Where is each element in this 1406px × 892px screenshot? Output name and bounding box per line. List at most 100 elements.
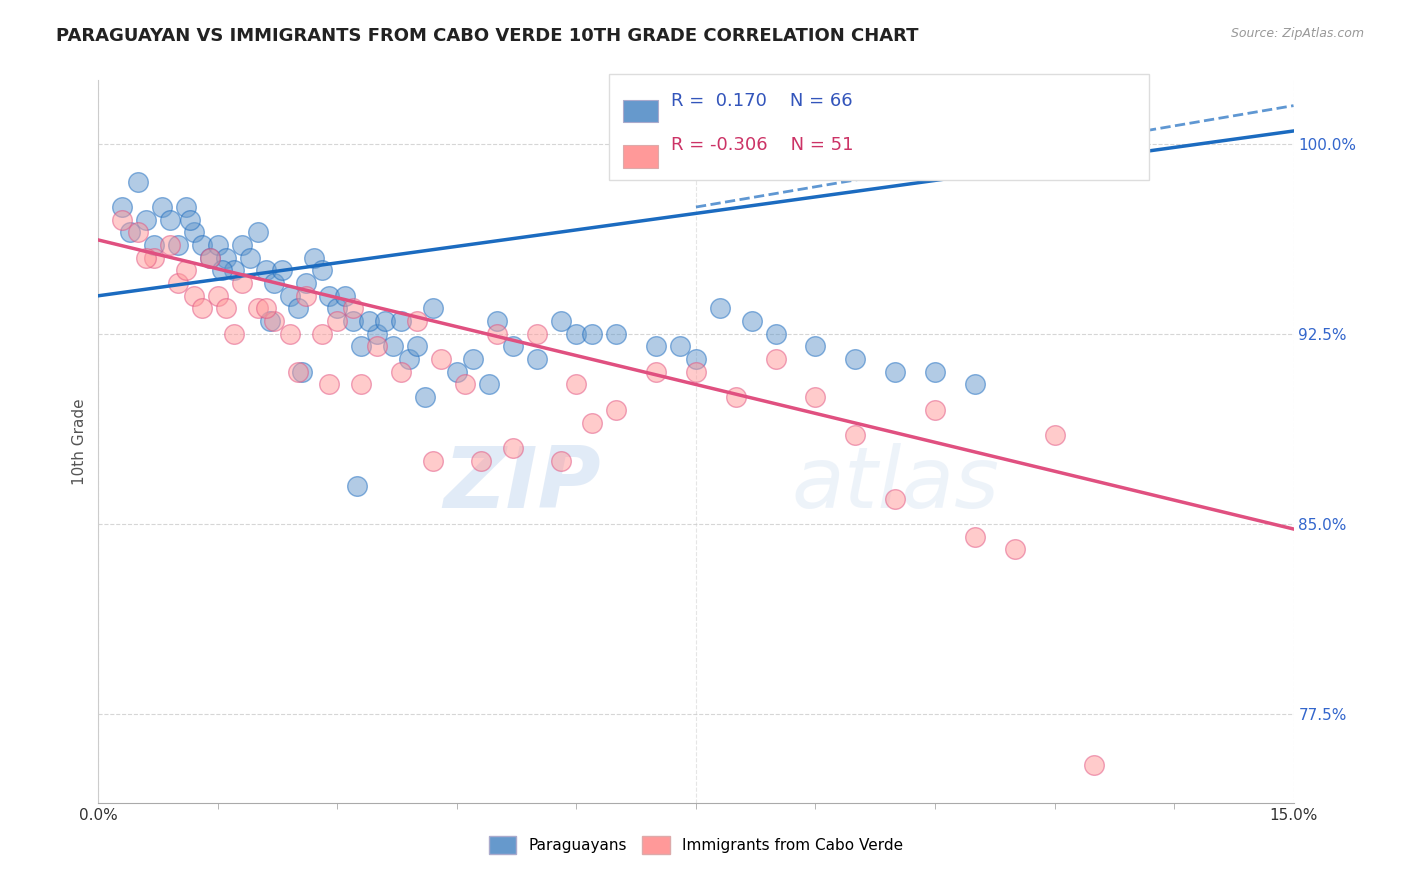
Point	[287, 301, 309, 316]
Point	[924, 365, 946, 379]
Point	[198, 251, 221, 265]
Point	[470, 453, 492, 467]
Point	[565, 377, 588, 392]
Point	[526, 326, 548, 341]
Point	[198, 251, 221, 265]
Point	[111, 200, 134, 214]
Point	[550, 314, 572, 328]
Point	[645, 365, 668, 379]
Point	[581, 416, 603, 430]
Point	[270, 263, 292, 277]
Point	[191, 238, 214, 252]
Point	[143, 251, 166, 265]
Point	[159, 212, 181, 227]
Point	[294, 276, 316, 290]
Point	[239, 251, 262, 265]
Point	[167, 276, 190, 290]
Point	[963, 530, 986, 544]
Text: PARAGUAYAN VS IMMIGRANTS FROM CABO VERDE 10TH GRADE CORRELATION CHART: PARAGUAYAN VS IMMIGRANTS FROM CABO VERDE…	[56, 27, 918, 45]
Point	[724, 390, 747, 404]
Point	[135, 212, 157, 227]
Point	[222, 326, 245, 341]
Point	[765, 352, 787, 367]
Text: atlas: atlas	[792, 443, 1000, 526]
Point	[278, 326, 301, 341]
Point	[963, 377, 986, 392]
Point	[183, 289, 205, 303]
Point	[430, 352, 453, 367]
Point	[765, 326, 787, 341]
Point	[844, 428, 866, 442]
Point	[446, 365, 468, 379]
Point	[413, 390, 436, 404]
Point	[350, 339, 373, 353]
Point	[924, 402, 946, 417]
Point	[422, 301, 444, 316]
Point	[526, 352, 548, 367]
Point	[804, 339, 827, 353]
Point	[263, 314, 285, 328]
Point	[398, 352, 420, 367]
Point	[246, 226, 269, 240]
Point	[291, 365, 314, 379]
Point	[645, 339, 668, 353]
Point	[389, 365, 412, 379]
Point	[478, 377, 501, 392]
Point	[174, 200, 197, 214]
Point	[422, 453, 444, 467]
Point	[254, 263, 277, 277]
Point	[111, 212, 134, 227]
Point	[485, 326, 508, 341]
Point	[207, 289, 229, 303]
Point	[259, 314, 281, 328]
Point	[374, 314, 396, 328]
Point	[263, 276, 285, 290]
Point	[254, 301, 277, 316]
Point	[550, 453, 572, 467]
Point	[278, 289, 301, 303]
Point	[231, 276, 253, 290]
Point	[135, 251, 157, 265]
Point	[159, 238, 181, 252]
Point	[174, 263, 197, 277]
Text: R =  0.170    N = 66: R = 0.170 N = 66	[671, 92, 852, 110]
Point	[127, 175, 149, 189]
Point	[311, 263, 333, 277]
Point	[326, 301, 349, 316]
Point	[366, 339, 388, 353]
Point	[389, 314, 412, 328]
Point	[246, 301, 269, 316]
Point	[685, 365, 707, 379]
Point	[191, 301, 214, 316]
Point	[222, 263, 245, 277]
Point	[335, 289, 357, 303]
Point	[382, 339, 405, 353]
Point	[326, 314, 349, 328]
Point	[294, 289, 316, 303]
Point	[120, 226, 142, 240]
Y-axis label: 10th Grade: 10th Grade	[72, 398, 87, 485]
Point	[502, 339, 524, 353]
Point	[709, 301, 731, 316]
Point	[406, 339, 429, 353]
Text: Source: ZipAtlas.com: Source: ZipAtlas.com	[1230, 27, 1364, 40]
Point	[605, 326, 627, 341]
Point	[211, 263, 233, 277]
Point	[685, 352, 707, 367]
Point	[167, 238, 190, 252]
Point	[215, 251, 238, 265]
Legend: Paraguayans, Immigrants from Cabo Verde: Paraguayans, Immigrants from Cabo Verde	[482, 830, 910, 860]
Point	[1083, 757, 1105, 772]
Point	[179, 212, 201, 227]
Point	[342, 301, 364, 316]
Point	[669, 339, 692, 353]
Point	[884, 365, 907, 379]
Point	[359, 314, 381, 328]
Point	[844, 352, 866, 367]
Point	[302, 251, 325, 265]
Point	[318, 377, 340, 392]
Point	[150, 200, 173, 214]
Point	[215, 301, 238, 316]
Point	[287, 365, 309, 379]
Point	[406, 314, 429, 328]
